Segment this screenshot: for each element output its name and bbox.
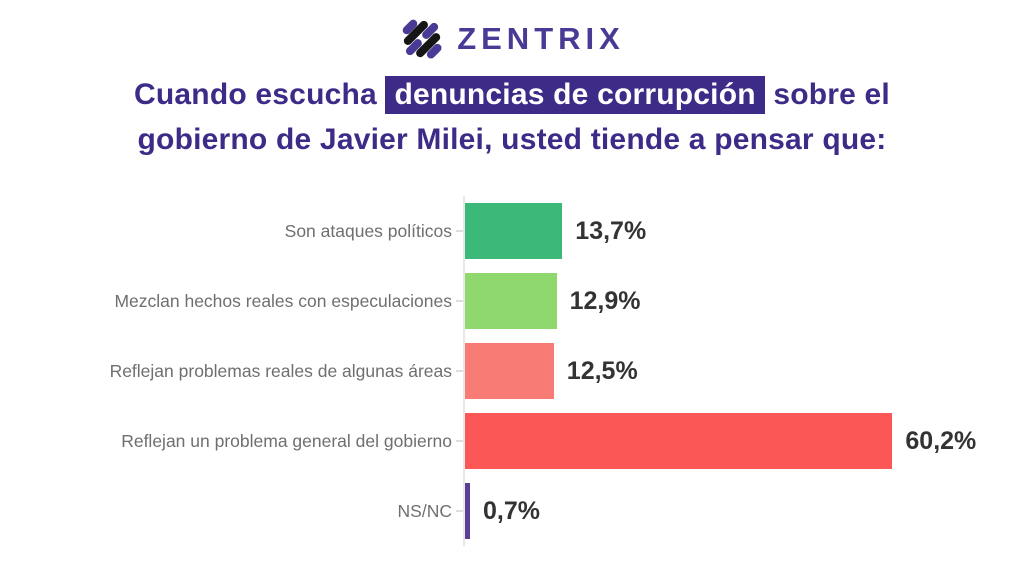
title-text-post: sobre el	[764, 78, 890, 111]
chart-row: NS/NC 0,7%	[0, 476, 1024, 546]
value-label: 12,9%	[569, 286, 641, 315]
category-label: Reflejan problemas reales de algunas áre…	[109, 360, 452, 381]
bar	[465, 273, 557, 329]
chart-row: Son ataques políticos 13,7%	[0, 196, 1024, 266]
axis-tick	[456, 370, 463, 372]
value-label: 60,2%	[905, 426, 977, 455]
brand-header: ZENTRIX	[0, 10, 1024, 68]
value-label: 13,7%	[575, 216, 647, 245]
bar	[465, 203, 563, 259]
bar-area: 60,2%	[463, 406, 1024, 476]
value-label: 12,5%	[566, 356, 638, 385]
survey-question-title: Cuando escucha denuncias de corrupción s…	[0, 72, 1024, 162]
title-line2: gobierno de Javier Milei, usted tiende a…	[137, 123, 887, 156]
chart-row: Reflejan problemas reales de algunas áre…	[0, 336, 1024, 406]
bar	[465, 413, 893, 469]
bar-area: 13,7%	[463, 196, 1024, 266]
chart-row: Reflejan un problema general del gobiern…	[0, 406, 1024, 476]
axis-tick	[456, 510, 463, 512]
chart-row: Mezclan hechos reales con especulaciones…	[0, 266, 1024, 336]
value-label: 0,7%	[483, 496, 540, 525]
bar-area: 12,5%	[463, 336, 1024, 406]
axis-tick	[456, 230, 463, 232]
bar-area: 0,7%	[463, 476, 1024, 546]
bar-area: 12,9%	[463, 266, 1024, 336]
bar	[465, 483, 470, 539]
category-label: Son ataques políticos	[284, 220, 452, 241]
axis-tick	[456, 300, 463, 302]
category-label: Reflejan un problema general del gobiern…	[121, 430, 452, 451]
title-highlighted-phrase: denuncias de corrupción	[385, 76, 765, 114]
category-label: Mezclan hechos reales con especulaciones	[114, 290, 452, 311]
zentrix-logo-icon	[402, 19, 442, 59]
axis-tick	[456, 440, 463, 442]
category-label: NS/NC	[397, 500, 452, 521]
bar-chart-rows: Son ataques políticos 13,7% Mezclan hech…	[0, 196, 1024, 546]
bar	[465, 343, 554, 399]
brand-wordmark: ZENTRIX	[457, 21, 625, 56]
title-text-pre: Cuando escucha	[134, 78, 386, 111]
bar-chart: Son ataques políticos 13,7% Mezclan hech…	[0, 196, 1024, 546]
